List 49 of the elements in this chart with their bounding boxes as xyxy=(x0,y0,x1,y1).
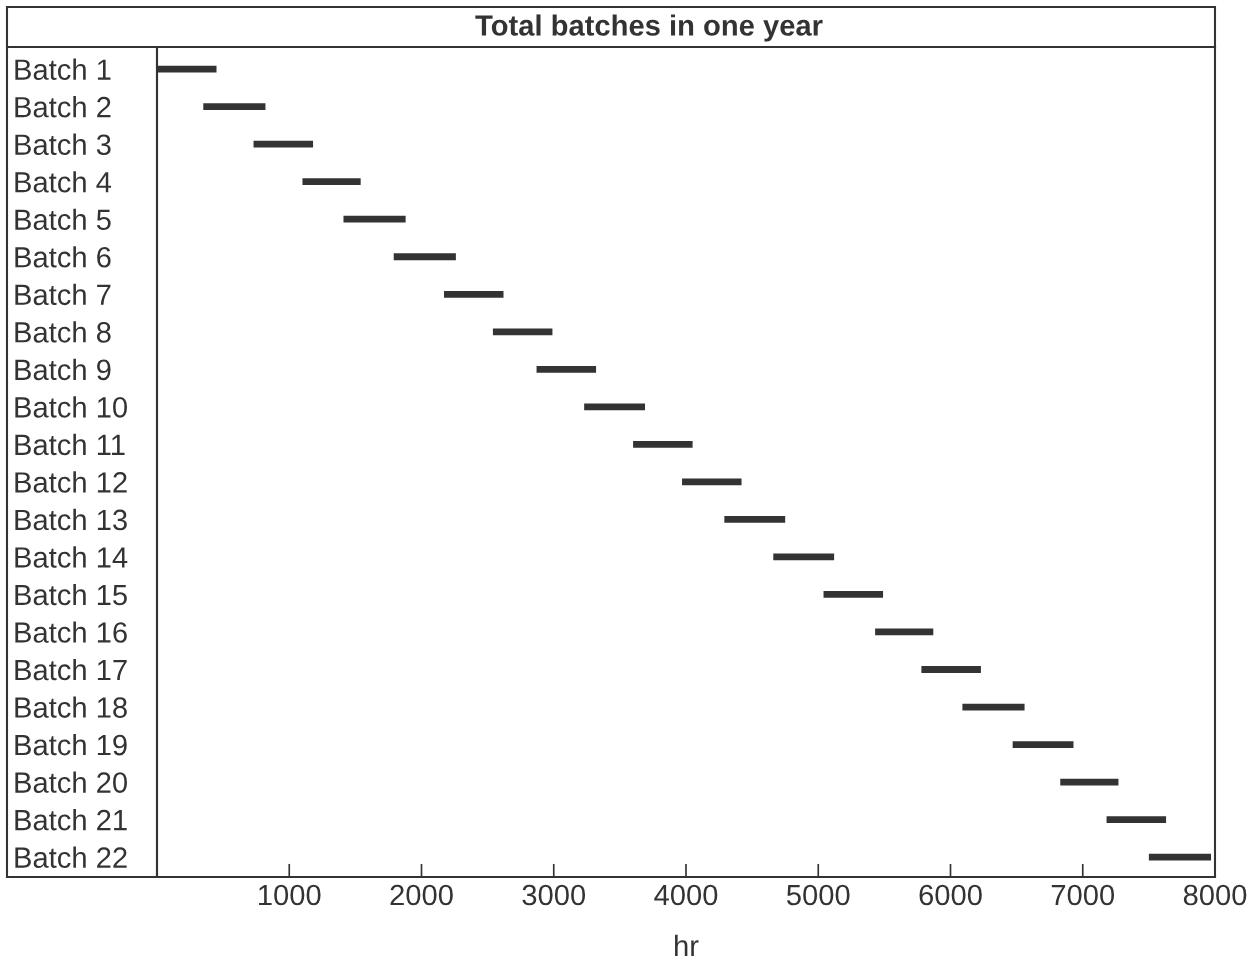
x-tick-label: 8000 xyxy=(1183,884,1247,906)
x-axis-title: hr xyxy=(675,934,699,956)
y-tick-label: Batch 14 xyxy=(15,546,128,568)
bar xyxy=(203,103,266,111)
y-tick-label: Batch 9 xyxy=(15,358,111,381)
bar xyxy=(962,703,1025,711)
bar xyxy=(1012,741,1074,748)
y-tick-label: Batch 2 xyxy=(15,96,111,118)
y-tick-label: Batch 10 xyxy=(15,396,127,418)
y-tick-label: Batch 20 xyxy=(15,771,127,793)
y-tick-label: Batch 1 xyxy=(15,58,111,80)
bar xyxy=(253,140,314,148)
bar xyxy=(536,365,597,373)
chart-title: Total batches in one year xyxy=(475,14,823,42)
y-tick-label: Batch 12 xyxy=(15,471,127,493)
bar xyxy=(633,440,693,448)
x-tick-label: 1000 xyxy=(259,884,321,906)
bar xyxy=(1106,816,1167,823)
bar xyxy=(393,253,456,261)
bar xyxy=(492,328,553,336)
x-tick-label: 4000 xyxy=(654,884,718,906)
y-tick-label: Batch 6 xyxy=(15,246,111,268)
x-tick-label: 2000 xyxy=(390,884,453,906)
y-tick-label: Batch 18 xyxy=(15,696,127,718)
y-tick-label: Batch 4 xyxy=(15,171,112,193)
bar xyxy=(682,478,742,486)
y-tick-label: Batch 5 xyxy=(15,208,111,231)
x-tick-label: 5000 xyxy=(786,884,850,906)
bar xyxy=(343,215,406,223)
y-tick-label: Batch 16 xyxy=(15,621,127,643)
y-tick-label: Batch 19 xyxy=(15,733,127,756)
bar xyxy=(823,591,884,598)
y-tick-label: Batch 7 xyxy=(15,283,111,306)
y-tick-label: Batch 17 xyxy=(15,658,127,681)
y-tick-label: Batch 3 xyxy=(15,133,111,156)
y-tick-label: Batch 8 xyxy=(15,321,111,343)
bar xyxy=(584,403,645,411)
bar xyxy=(443,290,504,298)
bar xyxy=(921,666,981,673)
y-tick-label: Batch 11 xyxy=(15,433,125,456)
y-tick-label: Batch 13 xyxy=(15,508,127,531)
x-tick-label: 3000 xyxy=(522,884,586,906)
y-tick-label: Batch 22 xyxy=(15,846,127,868)
x-tick-label: 6000 xyxy=(919,884,982,906)
bar xyxy=(724,516,786,523)
bar xyxy=(302,178,361,186)
y-tick-label: Batch 21 xyxy=(15,809,127,831)
x-tick-label: 7000 xyxy=(1051,884,1115,906)
y-tick-label: Batch 15 xyxy=(15,583,127,606)
